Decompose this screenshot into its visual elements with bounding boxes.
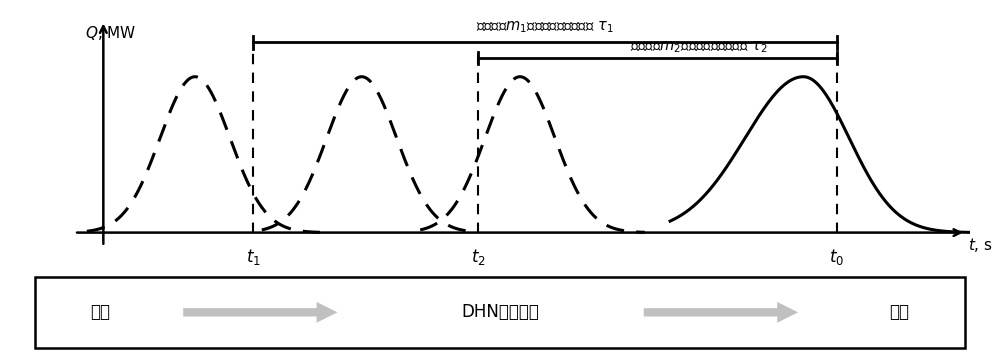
Text: 在快流量$m_2$下，热量传递延时了 $\tau_2$: 在快流量$m_2$下，热量传递延时了 $\tau_2$ xyxy=(630,39,768,55)
Text: $Q$, MW: $Q$, MW xyxy=(85,24,136,42)
Text: $t_1$: $t_1$ xyxy=(246,247,261,267)
Text: 在慢流量$m_1$下，热量传递延时了 $\tau_1$: 在慢流量$m_1$下，热量传递延时了 $\tau_1$ xyxy=(476,19,614,34)
FancyBboxPatch shape xyxy=(35,277,965,348)
Text: $t_2$: $t_2$ xyxy=(471,247,486,267)
Text: DHN中的管道: DHN中的管道 xyxy=(461,303,539,321)
Text: $t_0$: $t_0$ xyxy=(829,247,844,267)
Text: $t$, s: $t$, s xyxy=(968,236,993,254)
Text: 入口: 入口 xyxy=(90,303,110,321)
Text: 出口: 出口 xyxy=(890,303,910,321)
